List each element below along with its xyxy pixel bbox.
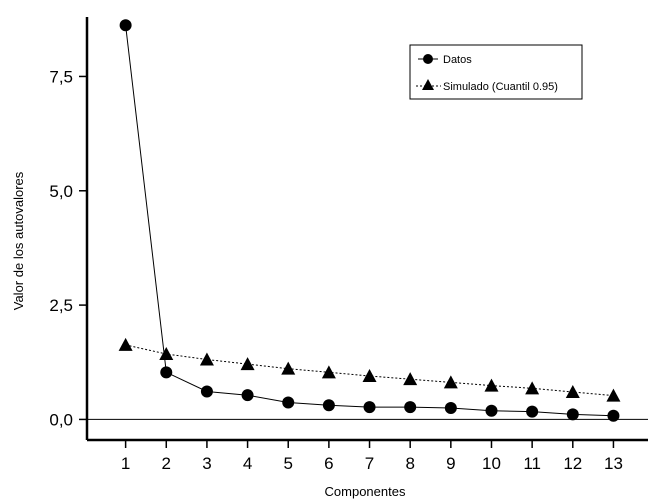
data-point-triangle [199, 352, 214, 366]
series [118, 19, 621, 422]
series-datos [119, 19, 620, 422]
legend-marker-circle [423, 54, 433, 64]
y-tick-label: 7,5 [49, 67, 73, 86]
data-point-circle [160, 366, 173, 379]
y-ticks: 0,0 2,5 5,0 7,5 [49, 67, 87, 429]
y-tick-label: 0,0 [49, 410, 73, 429]
data-point-triangle [118, 337, 133, 351]
data-point-triangle [525, 381, 540, 395]
data-point-circle [363, 401, 376, 414]
y-axis-title: Valor de los autovalores [11, 171, 26, 310]
x-tick-label: 10 [482, 454, 501, 473]
x-tick-label: 7 [365, 454, 374, 473]
axes [85, 17, 648, 442]
x-tick-label: 5 [283, 454, 292, 473]
data-point-circle [241, 389, 254, 402]
y-tick-label: 5,0 [49, 182, 73, 201]
x-tick-label: 3 [202, 454, 211, 473]
data-point-circle [404, 401, 417, 414]
x-tick-label: 12 [563, 454, 582, 473]
data-point-triangle [565, 384, 580, 398]
data-point-circle [119, 19, 132, 32]
x-tick-label: 9 [446, 454, 455, 473]
data-point-circle [526, 405, 539, 418]
data-point-circle [485, 404, 498, 417]
data-point-triangle [403, 372, 418, 386]
data-point-triangle [484, 378, 499, 392]
legend: Datos Simulado (Cuantil 0.95) [409, 44, 583, 100]
data-point-triangle [606, 388, 621, 402]
legend-label-datos: Datos [443, 54, 472, 66]
x-tick-label: 6 [324, 454, 333, 473]
x-tick-label: 11 [523, 454, 541, 473]
data-point-circle [282, 396, 295, 409]
data-point-triangle [321, 365, 336, 379]
legend-box [409, 44, 583, 100]
legend-label-simulado: Simulado (Cuantil 0.95) [443, 81, 558, 93]
data-point-circle [566, 408, 579, 421]
data-point-circle [607, 409, 620, 422]
data-point-triangle [159, 347, 174, 361]
data-point-triangle [281, 361, 296, 375]
data-point-circle [444, 401, 457, 414]
data-point-circle [200, 385, 213, 398]
data-point-triangle [240, 357, 255, 371]
series-simulado [118, 337, 621, 402]
y-tick-label: 2,5 [49, 296, 73, 315]
data-point-triangle [443, 375, 458, 389]
x-tick-label: 2 [162, 454, 171, 473]
x-tick-label: 13 [604, 454, 623, 473]
x-tick-label: 4 [243, 454, 252, 473]
x-ticks: 1 2 3 4 5 6 7 8 9 10 11 12 13 [121, 440, 623, 473]
x-tick-label: 1 [121, 454, 130, 473]
legend-marker-triangle [422, 79, 434, 90]
x-tick-label: 8 [405, 454, 414, 473]
data-point-circle [322, 399, 335, 412]
data-point-triangle [362, 368, 377, 382]
x-axis-title: Componentes [325, 484, 406, 499]
